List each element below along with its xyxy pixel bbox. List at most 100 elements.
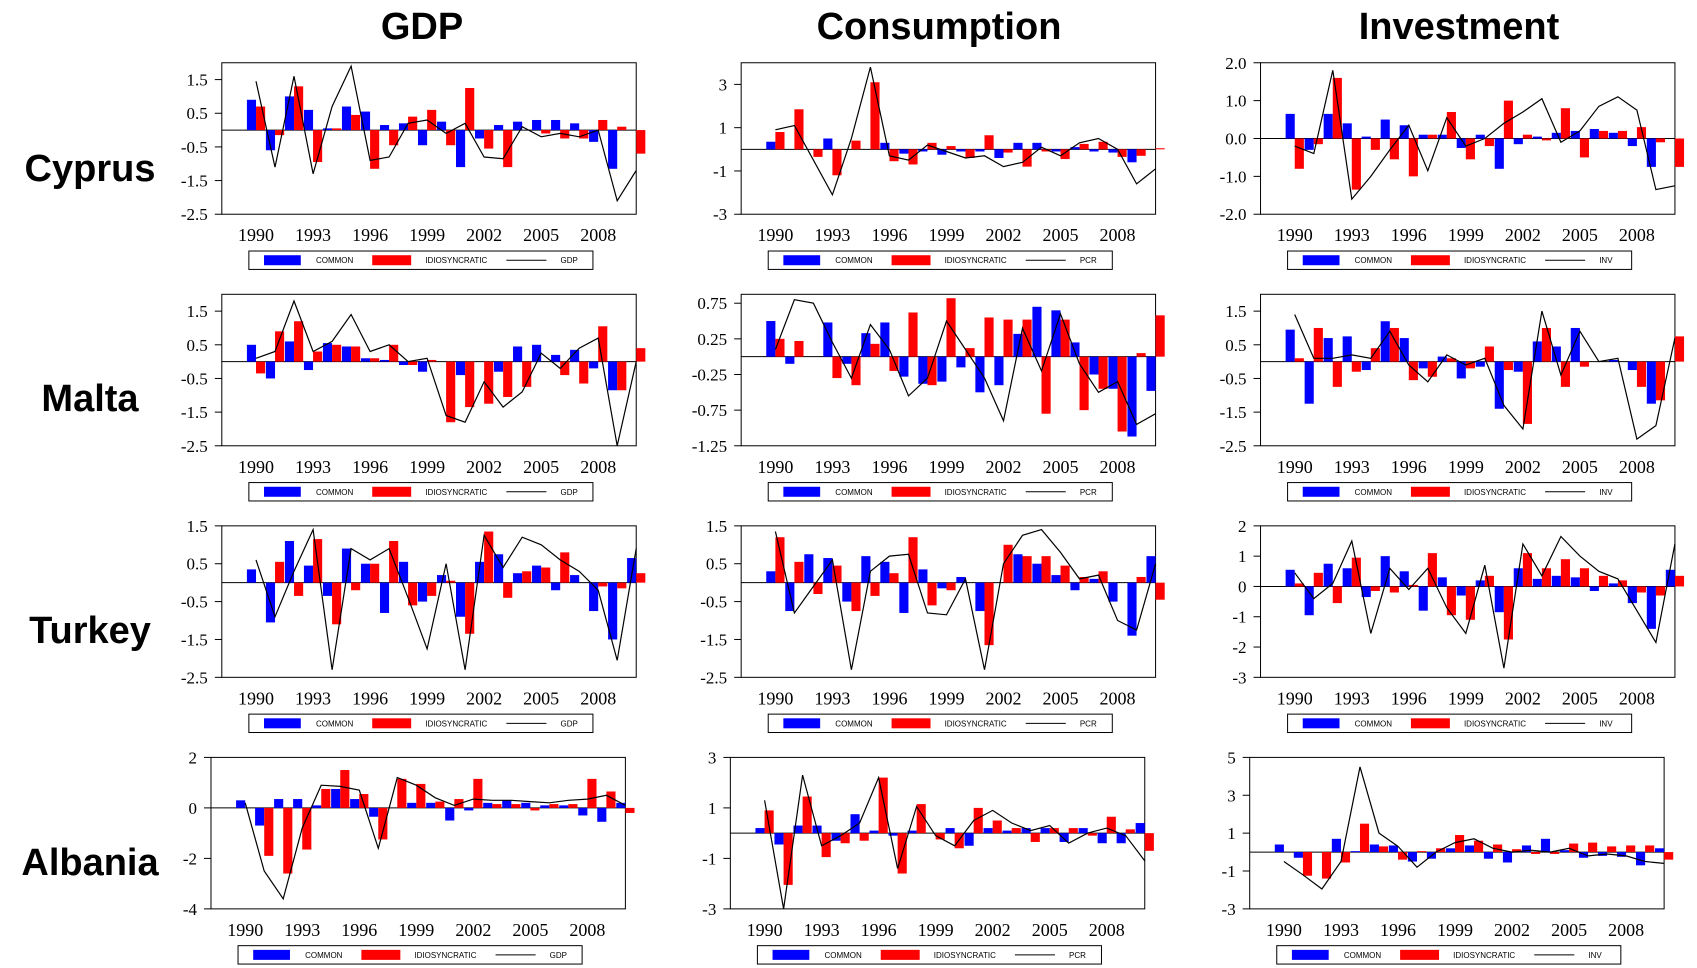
bar: [284, 96, 295, 131]
x-tick-label: 1996: [1391, 457, 1427, 477]
bar: [255, 807, 265, 826]
legend-box: [767, 250, 1113, 270]
bar: [1608, 359, 1618, 362]
bar: [427, 582, 437, 596]
x-tick-label: 2002: [466, 457, 502, 477]
bar: [1117, 149, 1127, 157]
x-tick-label: 1993: [284, 920, 320, 940]
bar: [1475, 361, 1485, 367]
bar: [1370, 348, 1380, 362]
bar: [1626, 845, 1636, 853]
bar: [1361, 136, 1371, 139]
legend-box: [1287, 713, 1633, 734]
bar: [360, 111, 371, 131]
bar: [1560, 108, 1571, 139]
bar: [379, 582, 390, 613]
bar: [598, 582, 608, 587]
bar: [1570, 577, 1580, 587]
legend-box: [767, 482, 1113, 502]
x-tick-label: 2005: [1043, 457, 1079, 477]
bar: [1003, 544, 1013, 583]
bar: [1570, 130, 1580, 139]
bar: [1351, 138, 1361, 190]
bar: [484, 130, 494, 149]
y-tick-label: -3: [713, 205, 727, 224]
y-tick-label: -3: [1232, 668, 1246, 687]
legend-label: COMMON: [1355, 488, 1393, 497]
x-tick-label: 1999: [928, 688, 964, 708]
bar: [851, 582, 861, 612]
bar: [331, 788, 341, 808]
bar: [1416, 851, 1427, 853]
bar: [975, 582, 985, 612]
bar: [842, 582, 852, 602]
bar: [1627, 361, 1637, 371]
panel: -2.5 -1.5 -0.5 0.5 1.5 1990 1993 1996 1999 2002 20…: [181, 293, 646, 502]
bar: [1635, 852, 1646, 866]
x-tick-label: 2008: [580, 457, 616, 477]
y-tick-label: -2: [183, 849, 197, 868]
bar: [1418, 361, 1428, 369]
bar: [965, 348, 975, 357]
bar: [1674, 336, 1685, 362]
bar: [1332, 586, 1342, 604]
bar: [1399, 571, 1409, 587]
panel: -3 -1 1 3 1990 1993 1996 1999 2002 2005 2008 COMMON…: [713, 62, 1165, 270]
bar: [992, 820, 1002, 834]
bar: [774, 833, 784, 845]
x-tick-label: 1993: [295, 225, 331, 245]
bar: [1078, 828, 1088, 834]
bar: [589, 582, 599, 612]
bar: [1522, 553, 1532, 587]
legend-label: INV: [1599, 719, 1613, 728]
panel: -2.5 -1.5 -0.5 0.5 1.5 1990 1993 1996 1999 2002 20…: [1220, 293, 1685, 502]
bar: [617, 126, 627, 131]
legend-box: [1276, 945, 1622, 965]
bar: [549, 804, 559, 808]
bar: [861, 333, 871, 357]
bar: [1350, 851, 1360, 853]
bar: [1342, 123, 1352, 139]
bar: [417, 130, 428, 146]
legend-swatch: [372, 255, 412, 266]
bar: [888, 833, 898, 836]
legend-label: IDIOSYNCRATIC: [414, 951, 476, 960]
bar: [351, 114, 361, 131]
bar: [503, 130, 513, 168]
bar: [370, 130, 380, 169]
bar: [1465, 361, 1475, 369]
bar: [1617, 580, 1628, 587]
bar: [1144, 833, 1154, 851]
legend-box: [248, 713, 594, 734]
line: [255, 64, 637, 203]
bar: [1437, 134, 1447, 139]
bar: [1484, 138, 1494, 147]
bar: [1089, 149, 1099, 152]
bar: [1512, 849, 1522, 853]
bar: [889, 149, 899, 162]
x-tick-label: 1993: [1323, 920, 1359, 940]
y-tick-label: -1: [1222, 862, 1236, 881]
bar: [511, 804, 521, 808]
bar: [1475, 134, 1485, 139]
bar: [484, 531, 494, 583]
bar: [1578, 852, 1589, 858]
bar: [322, 582, 333, 596]
bar: [1560, 559, 1571, 587]
bar: [870, 82, 880, 150]
bar: [1135, 823, 1145, 834]
bar: [880, 322, 890, 357]
x-tick-label: 1990: [1277, 457, 1313, 477]
bar: [899, 149, 909, 154]
bar: [427, 109, 437, 131]
x-tick-label: 2008: [580, 688, 616, 708]
bar: [794, 340, 804, 357]
legend-swatch: [1410, 486, 1450, 497]
line: [774, 528, 1157, 670]
legend-label: IDIOSYNCRATIC: [425, 256, 487, 265]
bar: [813, 149, 823, 157]
bar: [513, 573, 523, 583]
legend-label: IDIOSYNCRATIC: [425, 488, 487, 497]
bar: [1098, 356, 1108, 389]
